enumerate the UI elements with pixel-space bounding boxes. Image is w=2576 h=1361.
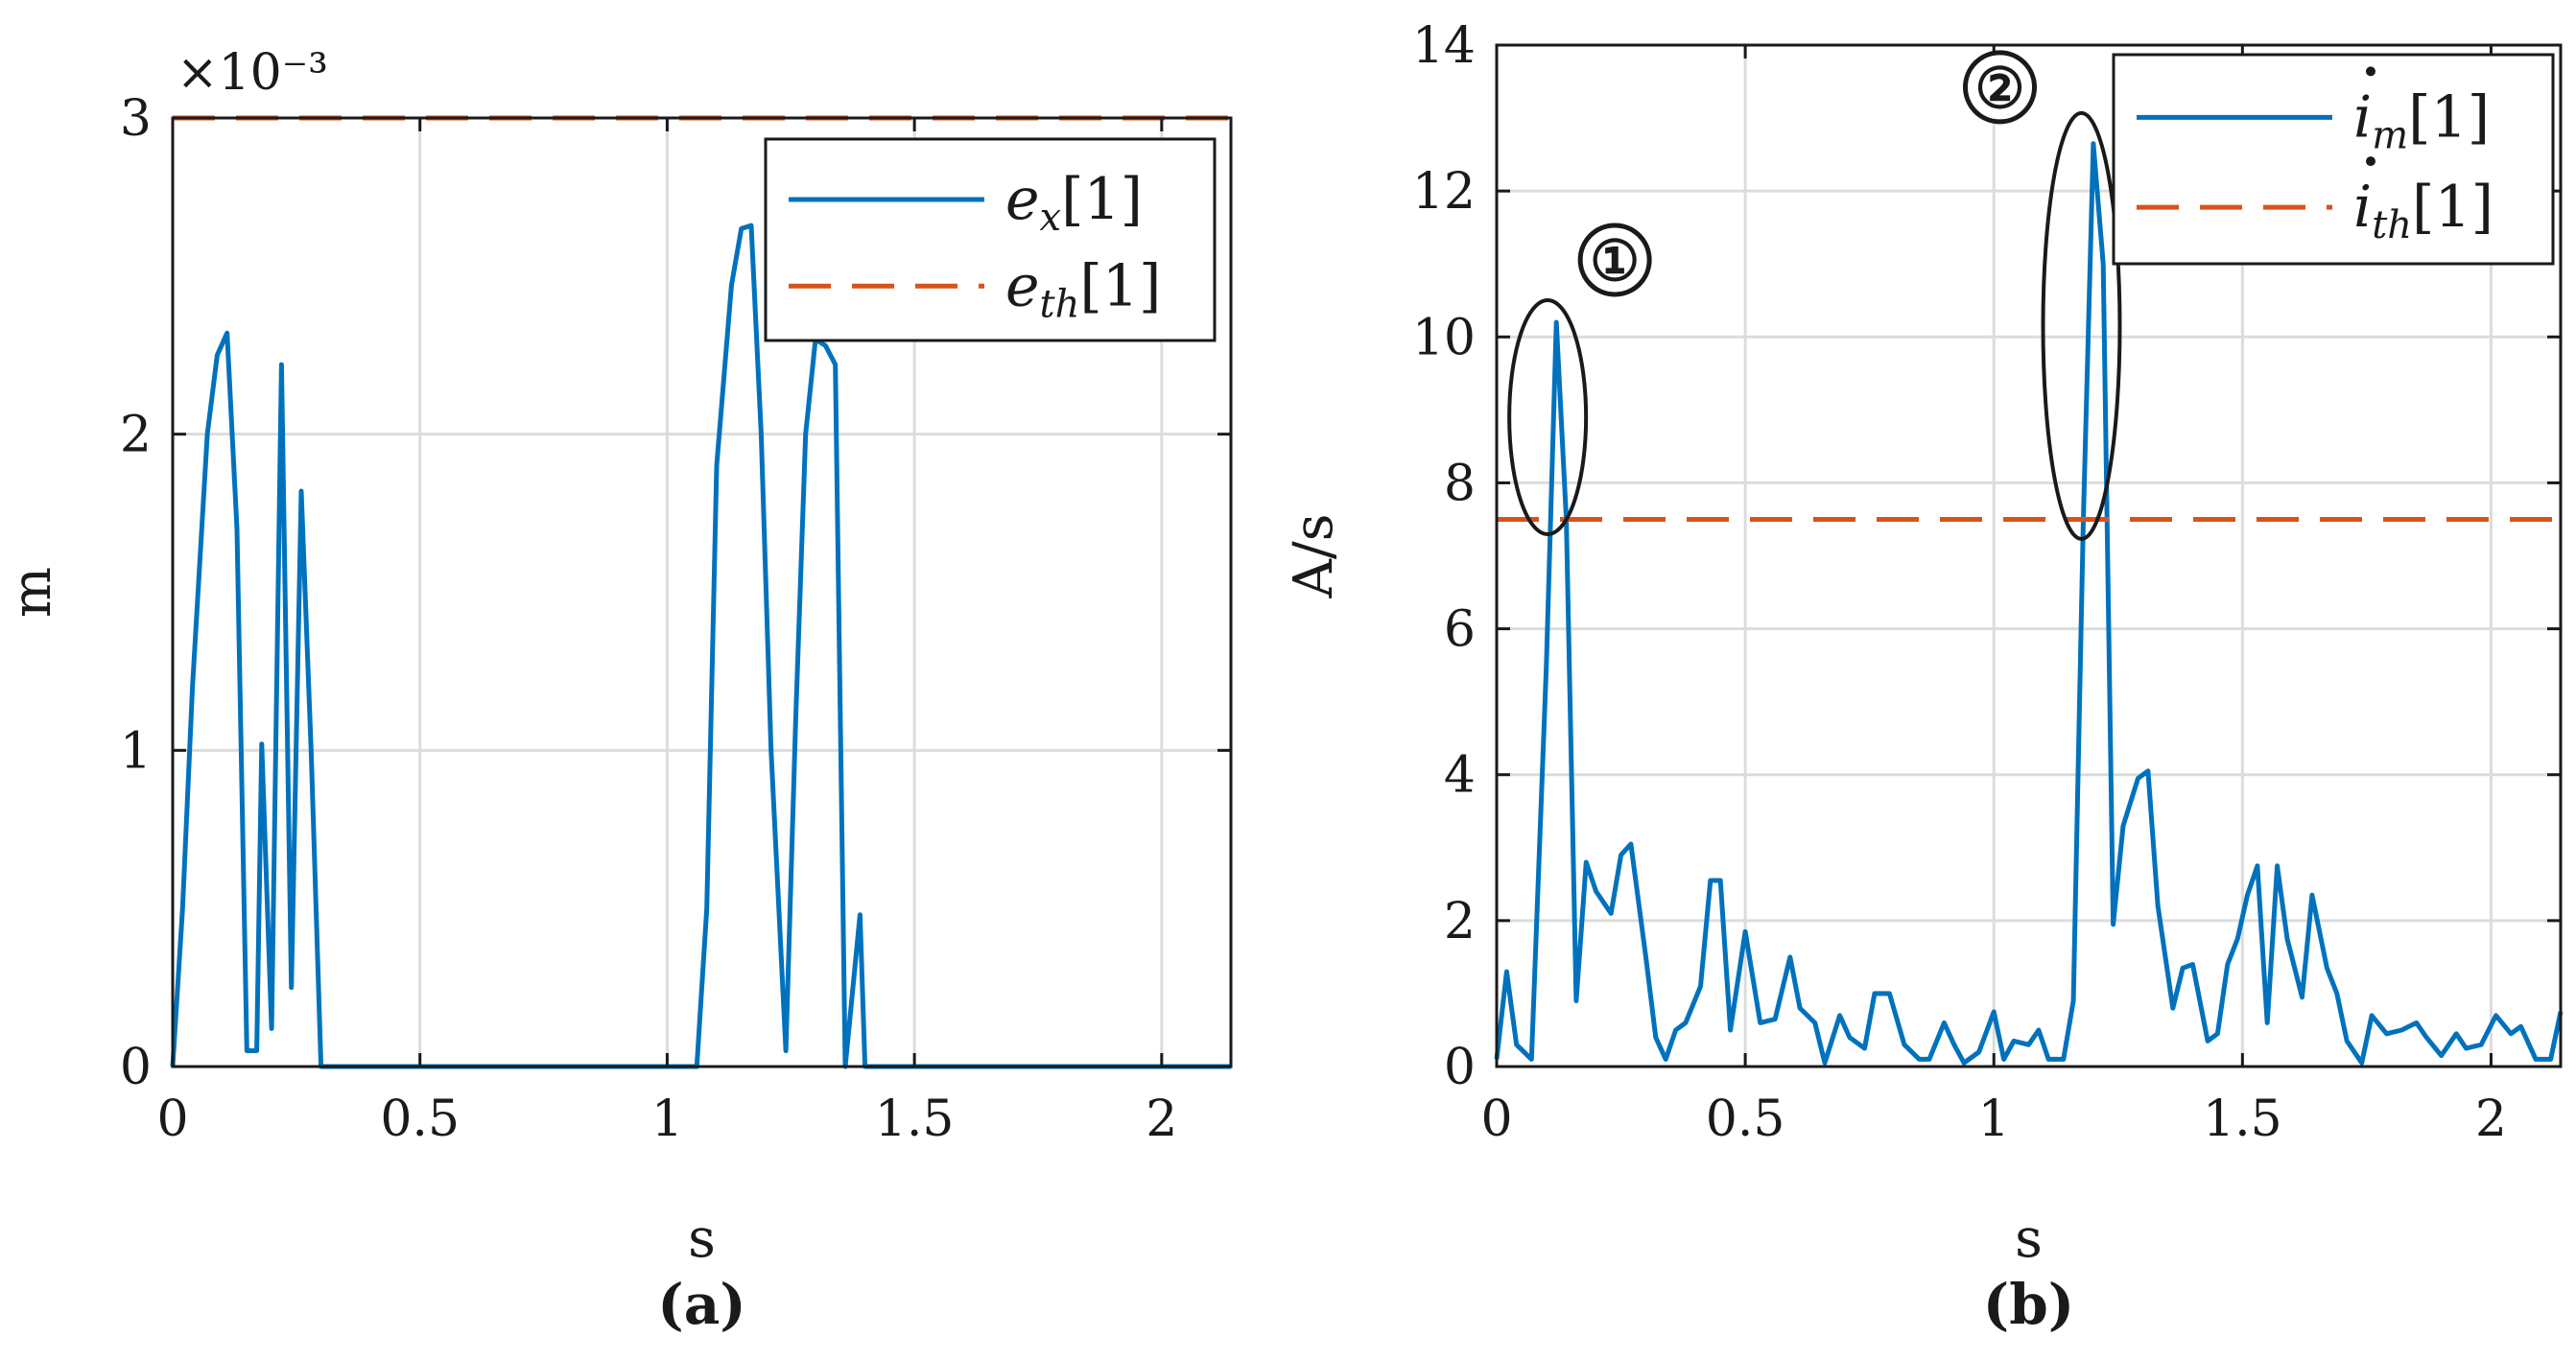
legend-box [764, 137, 1217, 342]
x-tick-label: 1 [1978, 1091, 2010, 1148]
y-tick-label: 0 [120, 1039, 152, 1096]
legend-label-x: ex[1] [1005, 166, 1143, 240]
chart-panel-b: 0 0.5 1 1.5 2 0 2 4 6 8 10 12 14 s A/s (b) ① ② im[1] ith[1] [1283, 17, 2564, 1337]
legend-box [2112, 53, 2555, 266]
legend-label-th: ith[1] [2353, 174, 2493, 247]
annotation-circle-2 [1963, 50, 2038, 125]
highlight-ellipse-1 [1507, 297, 1589, 536]
x-tick-label: 1.5 [2203, 1091, 2282, 1148]
derivative-dot [2366, 66, 2375, 77]
x-axis-label: s [688, 1208, 716, 1270]
annotation-label-2: ② [1975, 56, 2025, 121]
y-axis-label: A/s [1283, 513, 1345, 598]
x-tick-label: 0 [1480, 1091, 1512, 1148]
y-tick-label: 4 [1444, 747, 1476, 805]
y-axis-multiplier: ×10⁻³ [177, 44, 328, 102]
y-tick-label: 10 [1412, 309, 1476, 366]
x-tick-label: 0.5 [1706, 1091, 1785, 1148]
panel-caption: (b) [1983, 1272, 2074, 1337]
derivative-dot [2366, 156, 2375, 167]
y-tick-label: 6 [1444, 601, 1476, 659]
legend-label-m: im[1] [2353, 83, 2490, 157]
y-tick-label: 1 [120, 722, 152, 780]
annotation-circle-1 [1577, 223, 1652, 297]
y-tick-label: 14 [1412, 17, 1476, 75]
legend: ex[1] eth[1] [764, 137, 1217, 342]
y-tick-label: 0 [1444, 1039, 1476, 1096]
x-tick-label: 1 [651, 1091, 683, 1148]
y-tick-label: 3 [120, 90, 152, 148]
y-tick-label: 12 [1412, 163, 1476, 221]
axes-frame [171, 116, 1233, 1068]
highlight-ellipse-2 [2041, 110, 2122, 541]
y-tick-label: 2 [120, 407, 152, 464]
x-tick-label: 2 [2475, 1091, 2507, 1148]
series-line-i-m [1494, 141, 2564, 1066]
x-tick-label: 0.5 [380, 1091, 460, 1148]
axes-frame [1495, 43, 2563, 1068]
x-tick-label: 1.5 [875, 1091, 955, 1148]
x-tick-label: 0 [156, 1091, 188, 1148]
x-tick-label: 2 [1146, 1091, 1177, 1148]
legend: im[1] ith[1] [2112, 53, 2555, 266]
annotation-label-1: ① [1590, 228, 1640, 293]
x-axis-label: s [2015, 1208, 2043, 1270]
y-axis-label: m [1, 567, 63, 618]
panel-caption: (a) [657, 1272, 745, 1337]
chart-panel-a: 0 0.5 1 1.5 2 0 1 2 3 ×10⁻³ s m (a) ex[1] eth[1] [1, 44, 1233, 1337]
y-tick-label: 8 [1444, 455, 1476, 512]
legend-label-th: eth[1] [1005, 252, 1161, 326]
y-tick-label: 2 [1444, 893, 1476, 950]
